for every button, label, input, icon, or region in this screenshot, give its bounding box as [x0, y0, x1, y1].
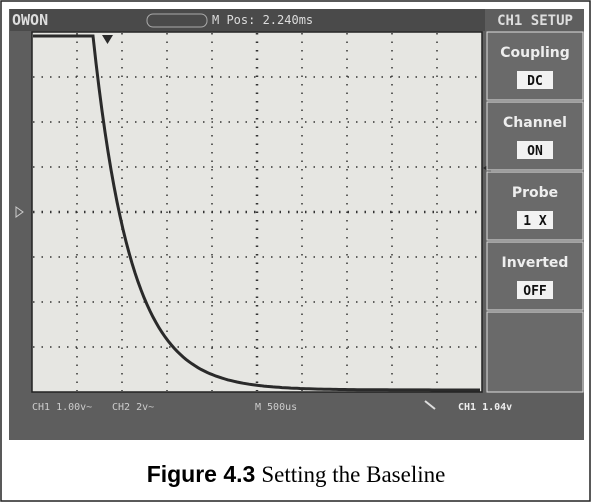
header-bar: [10, 9, 485, 31]
timebase: M 500us: [255, 402, 297, 413]
waveform: [33, 34, 480, 392]
menu-value-box: [517, 211, 553, 229]
brand: OWON: [12, 11, 48, 29]
caption-text: Setting the Baseline: [261, 462, 445, 487]
grid: [33, 33, 481, 391]
menu-panel: [486, 311, 584, 393]
menu: Coupling DC Channel ON Probe 1 X Inverted OFF: [486, 31, 584, 393]
menu-label: Inverted: [502, 255, 569, 271]
menu-panel: [486, 101, 584, 171]
caption-number: Figure 4.3: [147, 461, 256, 487]
menu-value-box: [517, 71, 553, 89]
menu-value: ON: [527, 144, 543, 159]
menu-value: OFF: [523, 284, 547, 299]
menu-title: CH1 SETUP: [497, 13, 573, 29]
menu-value-box: [517, 281, 553, 299]
menu-value-box: [517, 141, 553, 159]
menu-panel: [486, 241, 584, 311]
position: M Pos: 2.240ms: [212, 13, 313, 27]
menu-label: Probe: [512, 185, 558, 201]
menu-panel: [486, 31, 584, 101]
menu-panel: [486, 171, 584, 241]
trigger-level: CH1 1.04v: [458, 402, 512, 413]
caption: Figure 4.3 Setting the Baseline: [147, 461, 446, 487]
ch1-scale: CH1 1.00v~: [32, 402, 92, 413]
ground-marker: [15, 206, 24, 218]
menu-label: Channel: [503, 115, 567, 131]
ch2-scale: CH2 2v~: [112, 402, 154, 413]
menu-value: 1 X: [523, 214, 547, 229]
trigger-slope: [424, 400, 436, 410]
trigger-marker: [102, 35, 113, 44]
status-badge: [146, 13, 208, 28]
menu-value: DC: [527, 74, 543, 89]
menu-label: Coupling: [500, 45, 569, 61]
